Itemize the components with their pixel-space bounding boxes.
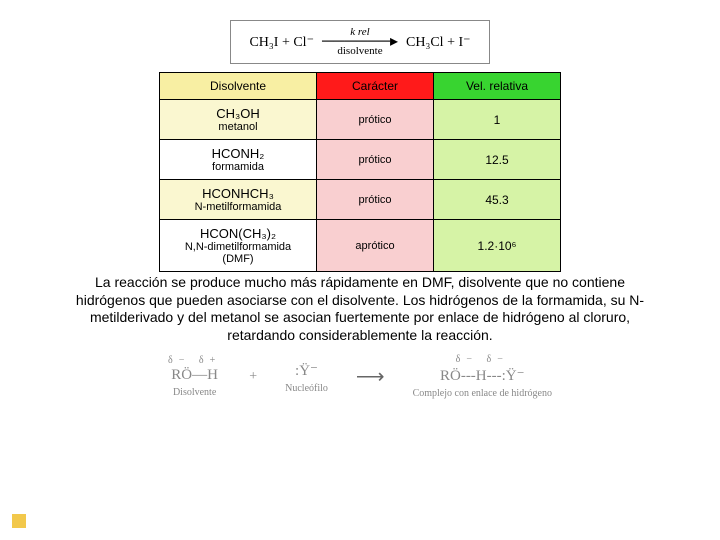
cell-solvent: CH₃OHmetanol — [160, 100, 317, 140]
scheme-plus: + — [249, 369, 257, 385]
h-bond-scheme: δ− δ+ RÖ—H Disolvente + :Ÿ⁻ Nucleófilo ⟶… — [20, 354, 700, 399]
eq-rhs: CH₃Cl + I⁻ — [406, 34, 471, 51]
scheme-arrow: ⟶ — [356, 364, 385, 389]
scheme-nucleophile: :Ÿ⁻ Nucleófilo — [285, 360, 328, 394]
scheme-solvent: δ− δ+ RÖ—H Disolvente — [168, 355, 221, 398]
table-header-row: Disolvente Carácter Vel. relativa — [160, 73, 561, 100]
table-row: CH₃OHmetanolprótico1 — [160, 100, 561, 140]
cell-solvent: HCONH₂formamida — [160, 140, 317, 180]
th-solvent: Disolvente — [160, 73, 317, 100]
cell-rate: 45.3 — [434, 180, 561, 220]
th-character: Carácter — [317, 73, 434, 100]
scheme-complex: δ− δ− RÖ---H---:Ÿ⁻ Complejo con enlace d… — [413, 354, 552, 399]
cell-rate: 1.2·10⁶ — [434, 220, 561, 272]
cell-rate: 1 — [434, 100, 561, 140]
reaction-equation: CH₃I + Cl⁻ k rel ──────▸ disolvente CH₃C… — [20, 20, 700, 64]
cell-solvent: HCONHCH₃N-metilformamida — [160, 180, 317, 220]
explanatory-paragraph: La reacción se produce mucho más rápidam… — [60, 274, 660, 344]
eq-arrow: k rel ──────▸ disolvente — [322, 27, 398, 57]
eq-lhs: CH₃I + Cl⁻ — [249, 34, 314, 51]
cell-character: prótico — [317, 140, 434, 180]
table-row: HCON(CH₃)₂N,N-dimetilformamida (DMF)apró… — [160, 220, 561, 272]
cell-character: aprótico — [317, 220, 434, 272]
cell-character: prótico — [317, 180, 434, 220]
table-row: HCONHCH₃N-metilformamidaprótico45.3 — [160, 180, 561, 220]
cell-solvent: HCON(CH₃)₂N,N-dimetilformamida (DMF) — [160, 220, 317, 272]
th-rate: Vel. relativa — [434, 73, 561, 100]
table-row: HCONH₂formamidaprótico12.5 — [160, 140, 561, 180]
solvent-table: Disolvente Carácter Vel. relativa CH₃OHm… — [159, 72, 561, 272]
cell-rate: 12.5 — [434, 140, 561, 180]
corner-accent — [12, 514, 26, 528]
cell-character: prótico — [317, 100, 434, 140]
